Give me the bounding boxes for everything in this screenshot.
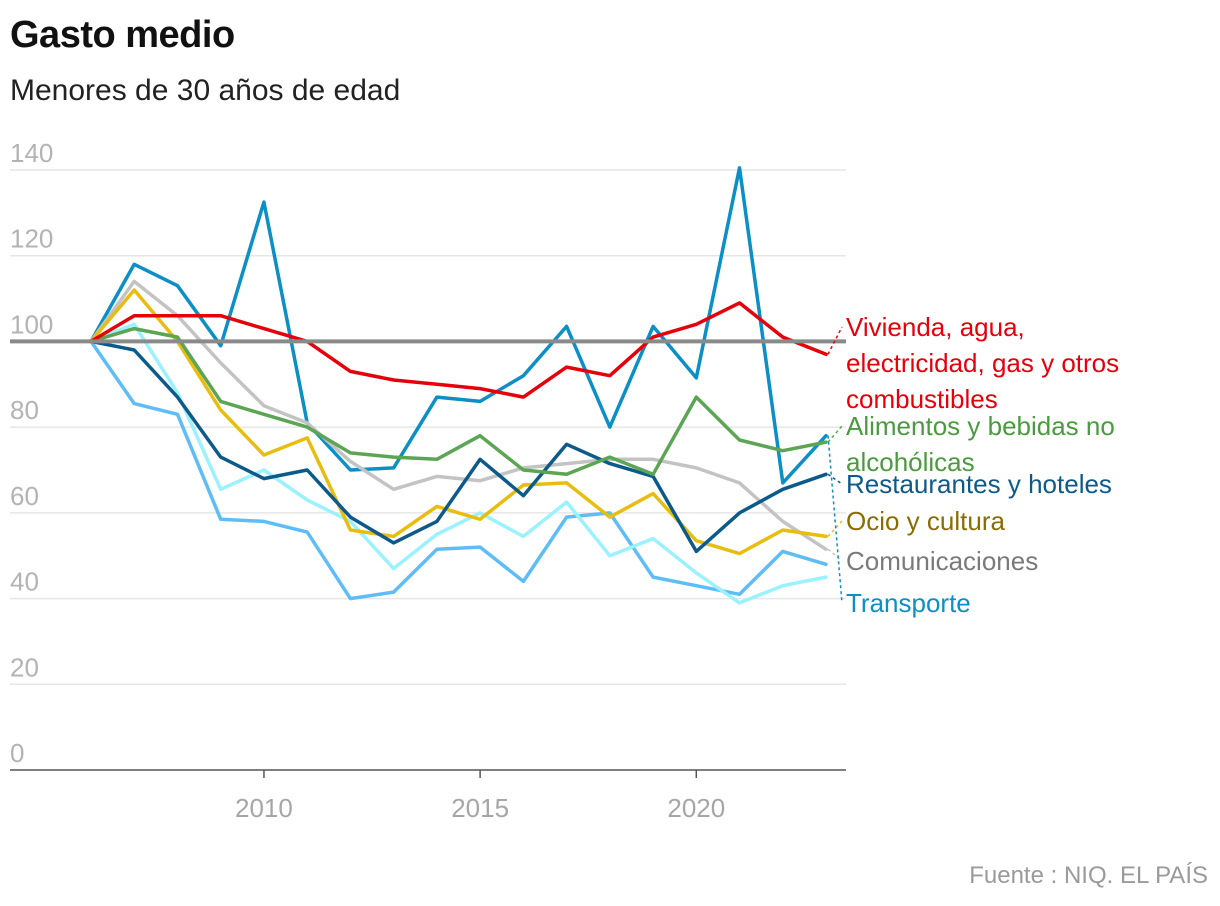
- y-tick-label: 120: [10, 224, 53, 254]
- x-tick-label: 2015: [451, 793, 509, 823]
- series-lines: [89, 166, 828, 605]
- chart-title: Gasto medio: [10, 14, 235, 56]
- series-line-unlabeled: [89, 339, 828, 601]
- y-tick-label: 80: [10, 395, 39, 425]
- x-axis-ticks: 2010 2015 2020: [235, 770, 725, 823]
- series-line-alimentos-y-bebidas-no-alcoh-licas: [89, 326, 828, 477]
- y-tick-label: 140: [10, 138, 53, 168]
- series-label: Ocio y cultura: [846, 506, 1005, 536]
- series-label: combustibles: [846, 384, 998, 414]
- series-label: Transporte: [846, 588, 971, 618]
- series-label: electricidad, gas y otros: [846, 348, 1119, 378]
- series-line-comunicaciones: [89, 279, 828, 552]
- series-line-vivienda-agua-electricidad-gas-y-otros-combustibles: [89, 301, 828, 399]
- series-label: Vivienda, agua,: [846, 312, 1025, 342]
- series-line-ocio-y-cultura: [89, 288, 828, 556]
- y-tick-label: 60: [10, 481, 39, 511]
- label-leader: [827, 520, 843, 537]
- series-label: alcohólicas: [846, 447, 975, 477]
- source-note: Fuente : NIQ. EL PAÍS: [969, 862, 1208, 889]
- series-line-restaurantes-y-hoteles: [89, 339, 828, 554]
- series-label: Restaurantes y hoteles: [846, 469, 1112, 499]
- label-leader: [827, 326, 843, 355]
- chart-subtitle: Menores de 30 años de edad: [10, 74, 401, 107]
- y-tick-label: 20: [10, 652, 39, 682]
- y-tick-label: 100: [10, 309, 53, 339]
- x-tick-label: 2020: [667, 793, 725, 823]
- series-labels: Vivienda, agua, electricidad, gas y otros…: [827, 312, 1119, 618]
- series-line-unlabeled: [89, 322, 828, 605]
- label-leader: [827, 425, 843, 443]
- y-tick-label: 40: [10, 567, 39, 597]
- label-leader: [827, 435, 843, 604]
- label-leader: [827, 548, 843, 562]
- y-axis-ticks: 0 20 40 60 80 100 120 140: [10, 138, 53, 768]
- y-tick-label: 0: [10, 738, 24, 768]
- series-line-transporte: [89, 166, 828, 485]
- series-label: Alimentos y bebidas no: [846, 411, 1115, 441]
- series-label: Comunicaciones: [846, 546, 1038, 576]
- x-tick-label: 2010: [235, 793, 293, 823]
- label-leader: [827, 473, 843, 485]
